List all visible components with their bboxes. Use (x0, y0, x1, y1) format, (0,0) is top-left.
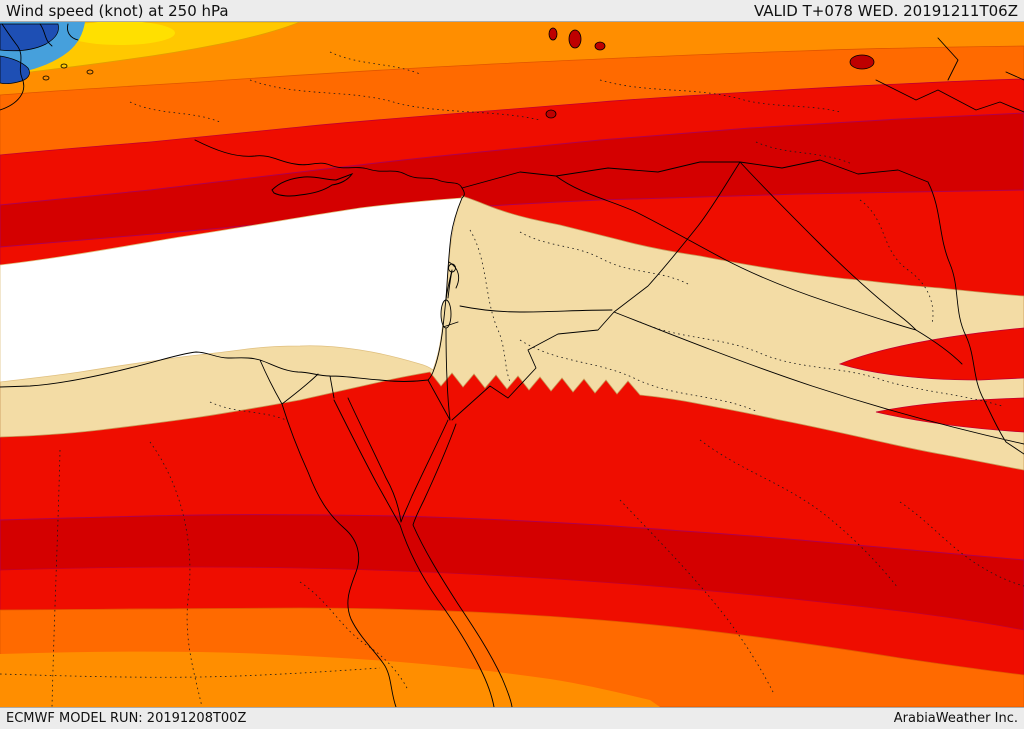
lake-shapes (545, 27, 875, 119)
wind-band-gold (65, 22, 175, 45)
model-run-label: ECMWF MODEL RUN: 20191208T00Z (6, 711, 247, 726)
map-title: Wind speed (knot) at 250 hPa (6, 1, 229, 20)
header-bar: Wind speed (knot) at 250 hPa VALID T+078… (0, 0, 1024, 22)
dotted-boundaries (0, 51, 1024, 707)
island-shapes (42, 63, 94, 81)
valid-time-label: VALID T+078 WED. 20191211T06Z (753, 1, 1018, 20)
wind-band-white-core (0, 197, 463, 383)
brand-label: ArabiaWeather Inc. (893, 711, 1018, 726)
map-canvas (0, 22, 1024, 707)
coastlines-borders-rivers (0, 23, 1024, 707)
wind-band-navy-2 (0, 55, 30, 85)
cyprus-outline (271, 172, 354, 197)
footer-bar: ECMWF MODEL RUN: 20191208T00Z ArabiaWeat… (0, 707, 1024, 729)
wind-speed-map (0, 22, 1024, 707)
dead-sea-shape (440, 299, 452, 329)
wind-band-red-tongue-upper (838, 327, 1024, 381)
wind-band-orange-south (0, 651, 660, 707)
